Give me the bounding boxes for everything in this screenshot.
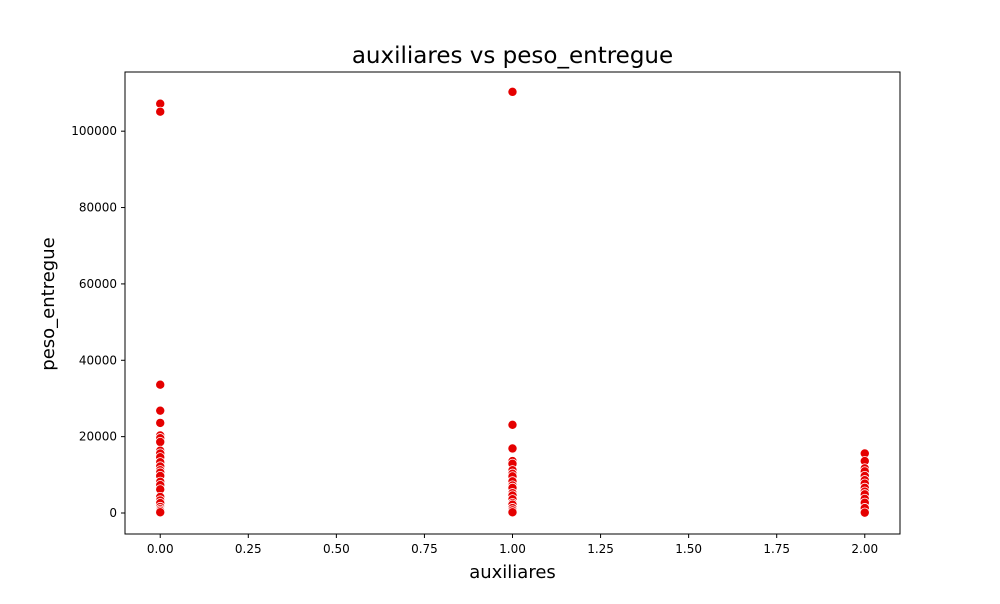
data-point: [155, 436, 166, 447]
data-point: [155, 405, 166, 416]
y-axis-label: peso_entregue: [38, 237, 59, 370]
x-tick-label: 0.00: [147, 542, 174, 556]
data-point: [859, 507, 870, 518]
x-tick-label: 1.00: [499, 542, 526, 556]
points-layer: [155, 86, 870, 518]
plot-area-frame: [124, 71, 901, 535]
data-point: [155, 417, 166, 428]
data-point: [155, 507, 166, 518]
x-tick-label: 1.50: [675, 542, 702, 556]
chart-title: auxiliares vs peso_entregue: [352, 43, 673, 69]
data-point: [507, 507, 518, 518]
x-tick-label: 1.25: [587, 542, 614, 556]
data-point: [507, 419, 518, 430]
x-tick-label: 1.75: [763, 542, 790, 556]
y-tick-label: 60000: [79, 277, 117, 291]
y-ticks: 0 20000 40000 60000 80000 100000: [71, 124, 125, 520]
data-point: [155, 379, 166, 390]
y-tick-label: 40000: [79, 353, 117, 367]
y-tick-label: 80000: [79, 201, 117, 215]
x-ticks: 0.00 0.25 0.50 0.75 1.00 1.25 1.50 1.75 2.00: [147, 534, 878, 556]
data-point: [155, 106, 166, 117]
x-tick-label: 0.75: [411, 542, 438, 556]
data-point: [507, 443, 518, 454]
y-tick-label: 20000: [79, 430, 117, 444]
x-axis-label: auxiliares: [469, 562, 556, 583]
y-tick-label: 0: [109, 506, 117, 520]
x-tick-label: 2.00: [851, 542, 878, 556]
y-tick-label: 100000: [71, 124, 117, 138]
x-tick-label: 0.50: [323, 542, 350, 556]
x-tick-label: 0.25: [235, 542, 262, 556]
data-point: [507, 86, 518, 97]
